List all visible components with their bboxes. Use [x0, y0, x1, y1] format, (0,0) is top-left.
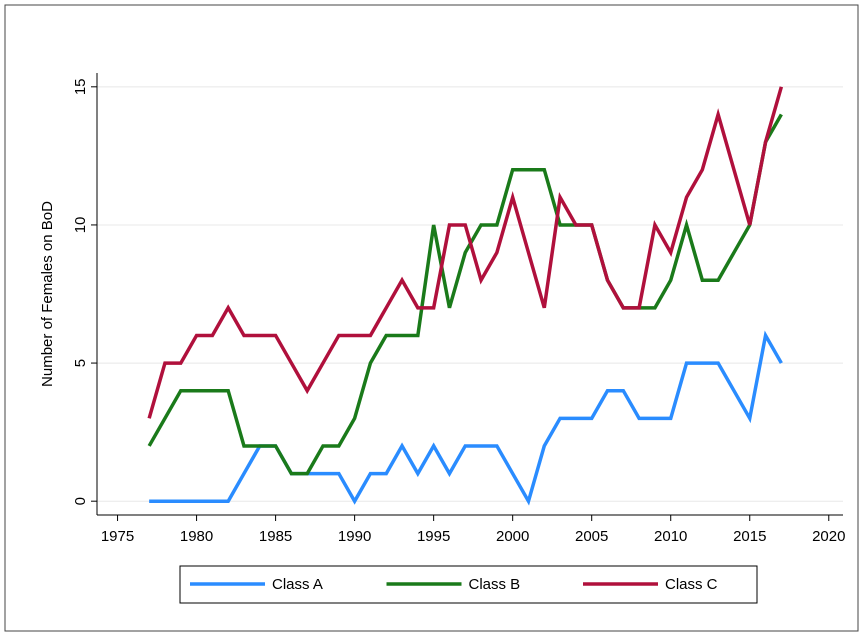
- series-line: [149, 330, 783, 506]
- y-tick-label: 10: [72, 217, 89, 234]
- x-tick-label: 2010: [654, 528, 687, 545]
- x-tick-label: 2020: [812, 528, 845, 545]
- y-tick-label: 0: [72, 497, 89, 505]
- x-tick-label: 2000: [496, 528, 529, 545]
- x-tick-label: 2005: [575, 528, 608, 545]
- y-axis-label: Number of Females on BoD: [39, 201, 56, 387]
- legend-box: [179, 565, 758, 604]
- x-tick-label: 1995: [417, 528, 450, 545]
- legend-label: Class C: [665, 576, 718, 593]
- legend-label: Class B: [469, 576, 521, 593]
- x-tick-label: 1990: [338, 528, 371, 545]
- series-line: [147, 113, 783, 476]
- y-tick-label: 5: [72, 359, 89, 367]
- y-tick-label: 15: [72, 78, 89, 95]
- x-tick-label: 1975: [101, 528, 134, 545]
- x-tick-label: 1985: [259, 528, 292, 545]
- frame: [4, 4, 859, 632]
- legend-label: Class A: [272, 576, 323, 593]
- series-line: [147, 86, 784, 419]
- x-tick-label: 2015: [733, 528, 766, 545]
- x-tick-label: 1980: [180, 528, 213, 545]
